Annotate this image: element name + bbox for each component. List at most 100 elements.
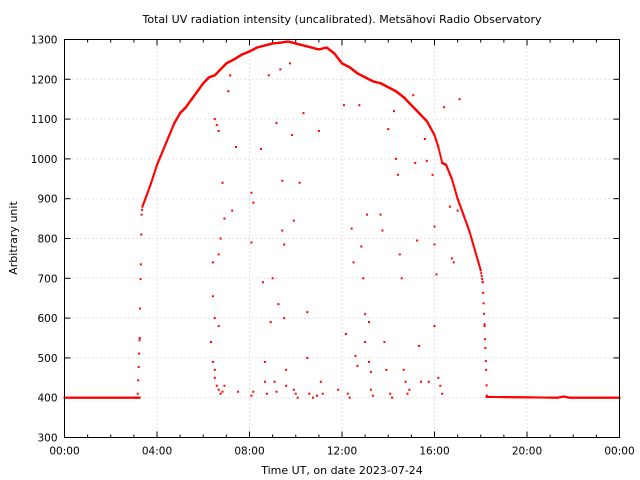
cloud-scatter-point	[398, 253, 401, 256]
cloud-scatter-point	[379, 213, 382, 216]
daylight-envelope-point	[140, 233, 143, 236]
cloud-scatter-point	[306, 311, 309, 314]
cloud-scatter-point	[369, 370, 372, 373]
daylight-envelope-point	[168, 133, 171, 136]
daylight-envelope-point	[159, 156, 162, 159]
daylight-envelope-point	[457, 200, 460, 203]
cloud-scatter-point	[441, 392, 444, 395]
daylight-envelope-point	[161, 151, 164, 154]
x-tick-label: 12:00	[327, 446, 357, 458]
cloud-scatter-point	[364, 340, 367, 343]
daylight-envelope-point	[460, 209, 463, 212]
daylight-envelope-point	[485, 394, 488, 397]
daylight-envelope-point	[472, 243, 475, 246]
cloud-scatter-point	[292, 219, 295, 222]
daylight-envelope-point	[136, 392, 139, 395]
x-tick-label: 08:00	[234, 446, 264, 458]
cloud-scatter-point	[450, 257, 453, 260]
daylight-envelope-point	[156, 162, 159, 165]
daylight-envelope-point	[171, 127, 174, 130]
cloud-scatter-point	[223, 384, 226, 387]
daylight-envelope-point	[159, 154, 162, 157]
cloud-scatter-point	[416, 239, 419, 242]
daylight-envelope-point	[477, 262, 480, 265]
cloud-scatter-point	[458, 98, 461, 101]
cloud-scatter-point	[263, 360, 266, 363]
daylight-envelope-point	[458, 201, 461, 204]
daylight-envelope-point	[451, 180, 454, 183]
daylight-envelope-point	[483, 325, 486, 328]
cloud-scatter-point	[321, 392, 324, 395]
daylight-envelope-point	[454, 190, 457, 193]
plot-frame	[64, 39, 620, 438]
daylight-envelope-point	[160, 152, 163, 155]
daylight-envelope-point	[479, 269, 482, 272]
daylight-envelope-point	[166, 137, 169, 140]
cloud-scatter-point	[385, 368, 388, 371]
daylight-envelope-point	[164, 144, 167, 147]
cloud-scatter-point	[236, 390, 239, 393]
cloud-scatter-point	[294, 392, 297, 395]
cloud-scatter-point	[389, 392, 392, 395]
cloud-scatter-point	[439, 384, 442, 387]
daylight-envelope-point	[473, 249, 476, 252]
cloud-scatter-point	[342, 104, 345, 107]
daylight-envelope-point	[449, 175, 452, 178]
daylight-envelope-point	[439, 155, 442, 158]
daylight-envelope-point	[170, 129, 173, 132]
y-tick-label: 1100	[31, 114, 58, 126]
daylight-envelope-point	[452, 184, 455, 187]
daylight-envelope-point	[446, 168, 449, 171]
daylight-envelope-point	[445, 163, 448, 166]
daylight-envelope-point	[438, 151, 441, 154]
daylight-envelope-point	[153, 171, 156, 174]
cloud-scatter-point	[366, 213, 369, 216]
cloud-scatter-point	[217, 253, 220, 256]
daylight-envelope-point	[450, 177, 453, 180]
daylight-envelope-point	[165, 141, 168, 144]
cloud-scatter-point	[346, 392, 349, 395]
cloud-scatter-point	[267, 74, 270, 77]
daylight-envelope-point	[172, 123, 175, 126]
cloud-scatter-point	[221, 181, 224, 184]
daylight-envelope-point	[151, 178, 154, 181]
y-tick-label: 1200	[31, 74, 58, 86]
daylight-envelope-point	[458, 202, 461, 205]
daylight-envelope-point	[471, 242, 474, 245]
cloud-scatter-point	[308, 392, 311, 395]
daylight-envelope-point	[169, 130, 172, 133]
cloud-scatter-point	[275, 122, 278, 125]
cloud-scatter-point	[265, 392, 268, 395]
daylight-envelope-point	[461, 211, 464, 214]
daylight-envelope-point	[463, 217, 466, 220]
daylight-envelope-point	[455, 192, 458, 195]
daylight-envelope-point	[440, 159, 443, 162]
daylight-envelope-point	[456, 197, 459, 200]
cloud-scatter-point	[423, 138, 426, 140]
daylight-envelope-point	[155, 166, 158, 169]
daylight-envelope-point	[480, 272, 483, 275]
daylight-envelope-point	[461, 210, 464, 213]
cloud-scatter-point	[443, 106, 446, 109]
daylight-envelope-point	[471, 240, 474, 243]
cloud-scatter-point	[344, 333, 347, 336]
y-tick-label: 600	[37, 313, 57, 325]
daylight-envelope-point	[457, 198, 460, 201]
cloud-scatter-point	[261, 281, 264, 284]
daylight-envelope-point	[151, 177, 154, 180]
daylight-envelope-point	[479, 266, 482, 269]
cloud-scatter-point	[227, 90, 230, 93]
daylight-envelope-point	[146, 192, 149, 195]
daylight-envelope-point	[455, 195, 458, 198]
daylight-envelope-point	[144, 197, 147, 200]
cloud-scatter-point	[306, 356, 309, 359]
cloud-scatter-point	[213, 368, 216, 371]
daylight-envelope-point	[433, 135, 436, 138]
daylight-envelope-point	[139, 263, 142, 266]
cloud-scatter-point	[290, 134, 293, 137]
daylight-envelope-point	[465, 221, 468, 224]
daylight-envelope-point	[445, 164, 448, 167]
daylight-envelope-point	[474, 252, 477, 255]
y-tick-label: 400	[37, 393, 57, 405]
cloud-scatter-point	[209, 340, 212, 343]
